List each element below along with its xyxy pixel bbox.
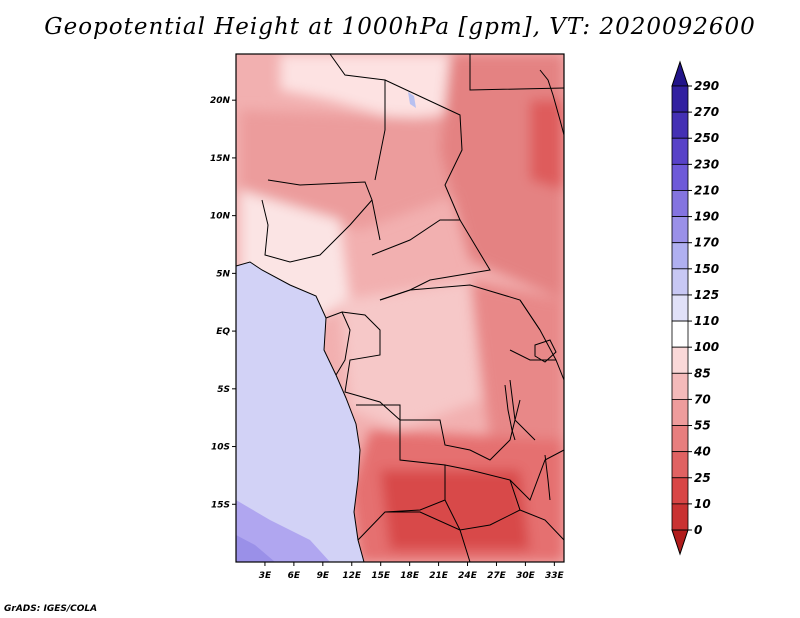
lake-tanganyika <box>504 384 516 441</box>
colorbar-swatch <box>671 503 689 531</box>
ocean-deep-southwest <box>236 500 330 562</box>
x-tick-label: 30E <box>516 571 536 581</box>
y-tick-label: EQ <box>216 327 230 337</box>
x-axis: 3E 6E 9E 12E 15E 18E 21E 24E 27E 30E 33E <box>259 562 565 581</box>
x-tick-label: 15E <box>371 571 391 581</box>
colorbar-label: 230 <box>694 157 719 171</box>
border-drc-west <box>341 311 401 421</box>
field-central-basin <box>340 280 480 430</box>
y-tick-label: 10S <box>211 443 230 453</box>
colorbar-label: 0 <box>694 523 702 537</box>
colorbar-label: 270 <box>694 105 719 119</box>
x-tick-label: 33E <box>545 571 565 581</box>
colorbar-label: 70 <box>694 392 711 406</box>
map-frame <box>235 53 565 563</box>
y-tick-label: 15N <box>210 154 231 164</box>
colorbar-swatch <box>671 163 689 191</box>
country-borders <box>236 54 564 562</box>
border-nigeria <box>261 199 373 263</box>
x-tick-label: 24E <box>458 571 478 581</box>
border-namibia-botswana <box>385 511 471 562</box>
red-sea-coast <box>539 69 564 136</box>
colorbar-swatch <box>671 372 689 400</box>
lake-nasser-shading <box>408 92 416 108</box>
colorbar-swatch <box>671 294 689 322</box>
ocean-far-corner <box>236 535 275 562</box>
border-car <box>371 219 491 301</box>
colorbar-swatch <box>671 320 689 348</box>
field-east-central <box>470 280 564 450</box>
border-sudan-egypt <box>469 54 564 91</box>
y-tick-label: 10N <box>210 212 231 222</box>
colorbar-label: 210 <box>694 183 719 197</box>
colorbar-label: 100 <box>694 340 719 354</box>
x-tick-label: 27E <box>487 571 507 581</box>
y-tick-label: 20N <box>210 96 231 106</box>
colorbar-swatch <box>671 137 689 165</box>
field-sahara-north <box>280 54 470 120</box>
colorbar-bottom-triangle <box>671 529 689 556</box>
colorbar-swatch <box>671 346 689 374</box>
chart-title: Geopotential Height at 1000hPa [gpm], VT… <box>44 14 756 40</box>
colorbar-label: 190 <box>694 210 719 224</box>
colorbar: 2902702502302101901701501251101008570554… <box>671 60 719 556</box>
colorbar-swatch <box>671 477 689 505</box>
x-tick-label: 6E <box>288 571 301 581</box>
lake-malawi <box>544 454 551 501</box>
y-axis: 20N 15N 10N 5N EQ 5S 10S 15S <box>210 96 236 510</box>
colorbar-swatch <box>671 425 689 453</box>
colorbar-label: 125 <box>694 288 719 302</box>
y-tick-label: 15S <box>211 500 230 510</box>
border-drc-south <box>400 399 521 461</box>
field-red-sea-east <box>530 100 564 190</box>
grads-credit: GrADS: IGES/COLA <box>4 604 98 614</box>
field-kalahari-core <box>380 470 530 550</box>
y-tick-label: 5S <box>217 385 230 395</box>
colorbar-label: 250 <box>694 131 719 145</box>
colorbar-label: 110 <box>694 314 719 328</box>
ocean-field <box>236 262 364 562</box>
x-tick-label: 9E <box>317 571 330 581</box>
colorbar-swatch <box>671 216 689 244</box>
colorbar-label: 290 <box>694 79 719 93</box>
colorbar-label: 55 <box>694 419 711 433</box>
colorbar-swatch <box>671 268 689 296</box>
x-tick-label: 21E <box>429 571 449 581</box>
x-tick-label: 12E <box>342 571 362 581</box>
colorbar-swatch <box>671 451 689 479</box>
map-field <box>236 54 564 562</box>
x-tick-label: 18E <box>400 571 420 581</box>
colorbar-top-triangle <box>671 60 689 87</box>
x-tick-label: 3E <box>259 571 272 581</box>
colorbar-swatch <box>671 85 689 113</box>
colorbar-swatch <box>671 399 689 426</box>
colorbar-label: 85 <box>694 366 711 380</box>
colorbar-label: 25 <box>694 471 711 485</box>
colorbar-label: 10 <box>694 497 711 511</box>
border-mozambique <box>509 449 564 541</box>
border-chad-sudan <box>384 79 463 221</box>
colorbar-label: 40 <box>693 445 711 459</box>
colorbar-swatch <box>671 242 689 270</box>
colorbar-label: 150 <box>694 262 719 276</box>
colorbar-swatch <box>671 111 689 139</box>
colorbar-swatch <box>671 190 689 217</box>
y-tick-label: 5N <box>216 269 230 279</box>
field-sahel-band <box>240 110 470 230</box>
border-sahel-row <box>267 179 381 241</box>
border-gabon-congo <box>325 311 351 376</box>
colorbar-label: 170 <box>694 236 719 250</box>
lake-victoria <box>534 339 557 363</box>
